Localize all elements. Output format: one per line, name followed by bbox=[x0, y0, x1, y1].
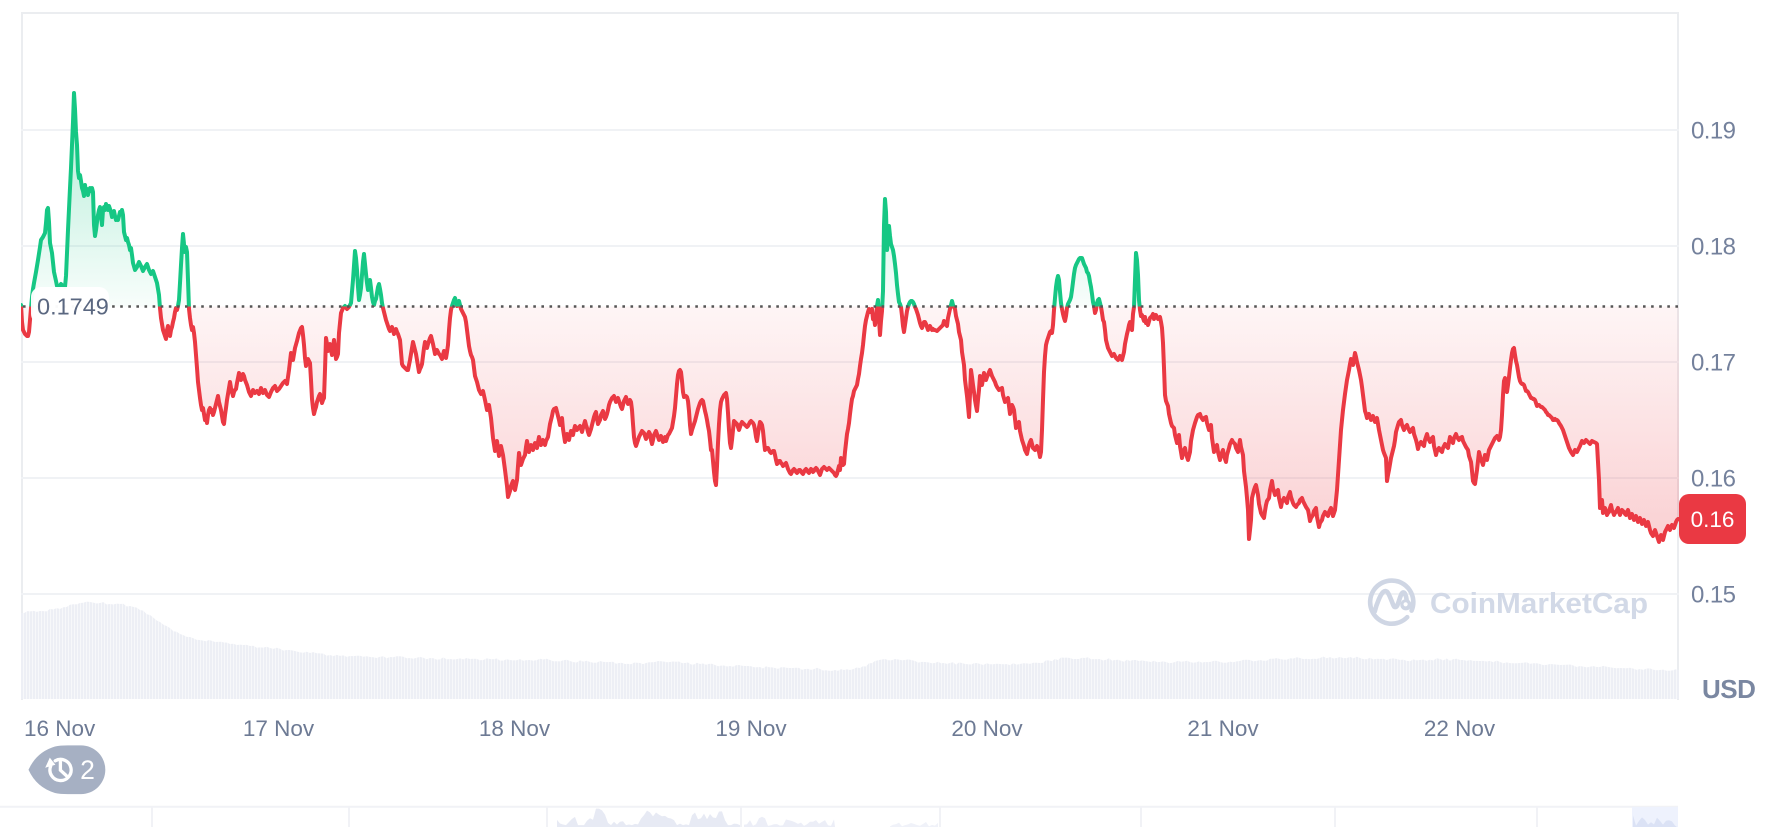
svg-text:0.15: 0.15 bbox=[1691, 582, 1736, 609]
svg-text:19 Nov: 19 Nov bbox=[715, 716, 787, 741]
svg-text:0.16: 0.16 bbox=[1691, 466, 1736, 493]
svg-text:CoinMarketCap: CoinMarketCap bbox=[1430, 588, 1648, 620]
svg-text:18 Nov: 18 Nov bbox=[479, 716, 551, 741]
svg-text:USD: USD bbox=[1702, 674, 1755, 704]
svg-text:0.17: 0.17 bbox=[1691, 350, 1736, 377]
svg-text:0.19: 0.19 bbox=[1691, 118, 1736, 145]
svg-text:2: 2 bbox=[80, 755, 95, 785]
svg-text:20 Nov: 20 Nov bbox=[951, 716, 1023, 741]
svg-text:22 Nov: 22 Nov bbox=[1424, 716, 1496, 741]
svg-text:17 Nov: 17 Nov bbox=[243, 716, 315, 741]
svg-text:0.1749: 0.1749 bbox=[37, 294, 109, 320]
svg-text:0.18: 0.18 bbox=[1691, 234, 1736, 261]
svg-text:21 Nov: 21 Nov bbox=[1187, 716, 1259, 741]
svg-text:16 Nov: 16 Nov bbox=[24, 716, 96, 741]
svg-text:0.16: 0.16 bbox=[1691, 507, 1735, 532]
